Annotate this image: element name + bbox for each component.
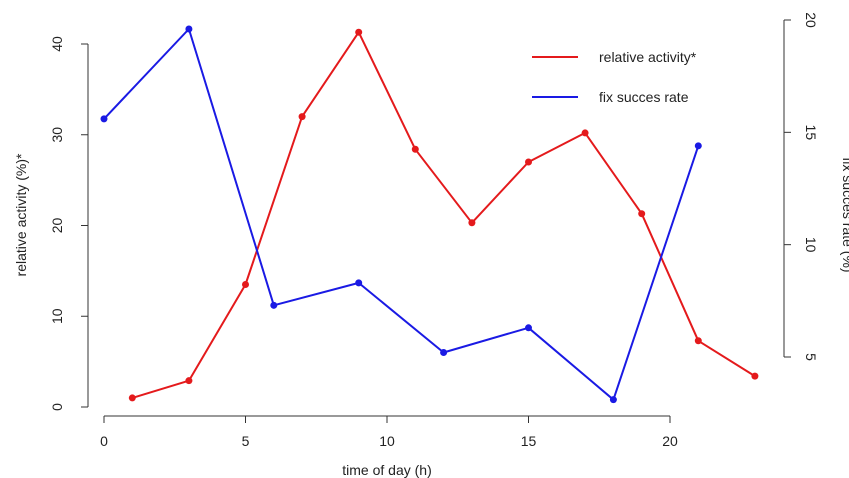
data-point-fix-succes-rate <box>185 25 193 33</box>
y-axis-right: 5 10 15 20 <box>783 12 819 361</box>
legend-label-relative-activity: relative activity* <box>599 49 697 65</box>
y-left-tick-label: 10 <box>49 308 65 324</box>
series-line-relative-activity <box>132 31 756 399</box>
y-axis-left-title: relative activity (%)* <box>13 153 29 276</box>
x-tick-label: 0 <box>100 433 108 449</box>
data-point-relative-activity <box>128 394 136 402</box>
y-right-tick-label: 5 <box>803 353 819 361</box>
y-right-tick-label: 15 <box>803 125 819 141</box>
data-point-fix-succes-rate <box>525 324 532 332</box>
x-axis-title: time of day (h) <box>342 462 431 478</box>
legend-label-fix-succes-rate: fix succes rate <box>599 89 689 105</box>
data-point-relative-activity <box>694 337 702 345</box>
data-point-fix-succes-rate <box>270 301 278 309</box>
y-left-tick-label: 20 <box>49 218 65 234</box>
data-point-relative-activity <box>355 28 363 36</box>
data-point-relative-activity <box>411 145 419 153</box>
data-point-relative-activity <box>525 158 532 166</box>
y-axis-left: 0 10 20 30 40 <box>49 36 89 411</box>
data-point-fix-succes-rate <box>440 349 448 357</box>
y-right-tick-label: 20 <box>803 12 819 28</box>
x-tick-label: 5 <box>242 433 250 449</box>
x-axis: 0 5 10 15 20 <box>100 415 678 449</box>
data-point-fix-succes-rate <box>609 396 617 404</box>
y-left-tick-label: 0 <box>49 403 65 411</box>
data-point-relative-activity <box>468 219 476 227</box>
data-point-fix-succes-rate <box>355 279 363 287</box>
data-point-relative-activity <box>581 129 589 137</box>
plot-points <box>100 25 759 404</box>
legend: relative activity* fix succes rate <box>532 49 697 105</box>
y-left-tick-label: 30 <box>49 127 65 143</box>
data-point-fix-succes-rate <box>100 115 108 123</box>
x-tick-label: 15 <box>521 433 537 449</box>
y-left-tick-label: 40 <box>49 36 65 52</box>
data-point-relative-activity <box>751 372 759 380</box>
y-right-tick-label: 10 <box>803 237 819 253</box>
y-axis-right-title: fix succes rate (%) <box>840 157 849 272</box>
plot-lines <box>103 28 756 401</box>
data-point-relative-activity <box>185 377 193 385</box>
series-line-fix-succes-rate <box>103 28 700 401</box>
x-tick-label: 20 <box>662 433 678 449</box>
data-point-relative-activity <box>298 113 306 121</box>
data-point-relative-activity <box>638 210 646 218</box>
data-point-fix-succes-rate <box>694 142 702 150</box>
x-tick-label: 10 <box>379 433 395 449</box>
data-point-relative-activity <box>242 280 249 288</box>
